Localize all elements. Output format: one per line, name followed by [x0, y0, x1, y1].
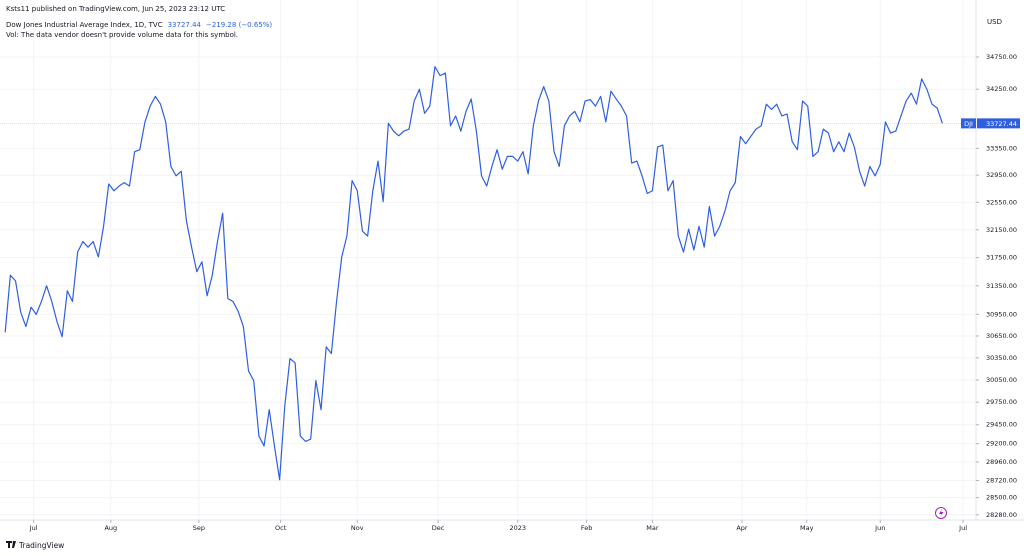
price-tag-value: 33727.44	[986, 120, 1017, 128]
icon-bolt	[939, 509, 944, 517]
last-price: 33727.44	[168, 21, 202, 29]
y-tick-label: 29450.00	[986, 421, 1017, 429]
x-tick-label: Aug	[104, 524, 117, 532]
volume-note: Vol: The data vendor doesn't provide vol…	[6, 31, 238, 39]
x-tick-label: Mar	[646, 524, 659, 532]
y-tick-label: 28500.00	[986, 494, 1017, 502]
y-tick-label: 30950.00	[986, 310, 1017, 318]
x-tick-label: Nov	[351, 524, 364, 532]
y-tick-label: 32550.00	[986, 198, 1017, 206]
brand-logo	[6, 541, 16, 548]
y-tick-label: 29750.00	[986, 398, 1017, 406]
y-tick-label: 29200.00	[986, 440, 1017, 448]
price-tag	[961, 118, 976, 129]
x-tick-label: 2023	[510, 524, 527, 532]
icon-circle	[935, 507, 947, 519]
y-tick-label: 34250.00	[986, 85, 1017, 93]
x-tick-label: Jun	[874, 524, 885, 532]
x-tick-label: May	[800, 524, 814, 532]
price-tag	[977, 118, 1020, 129]
y-tick-label: 30350.00	[986, 354, 1017, 362]
lightning-icon[interactable]	[935, 507, 947, 519]
y-tick-label: 34750.00	[986, 53, 1017, 61]
x-tick-label: Sep	[193, 524, 205, 532]
x-tick-label: Oct	[275, 524, 287, 532]
title: Dow Jones Industrial Average Index, 1D, …	[6, 21, 163, 29]
x-tick-label: Apr	[736, 524, 748, 532]
x-tick-label: Jul	[958, 524, 967, 532]
x-tick-label: Dec	[432, 524, 445, 532]
x-tick-label: Jul	[29, 524, 38, 532]
y-tick-label: 28960.00	[986, 458, 1017, 466]
chart-title: Dow Jones Industrial Average Index, 1D, …	[6, 21, 272, 29]
currency: USD	[987, 18, 1002, 26]
grid	[0, 0, 975, 520]
attribution: Ksts11 published on TradingView.com, Jun…	[6, 5, 225, 13]
change: −219.28 (−0.65%)	[206, 21, 272, 29]
y-tick-label: 31350.00	[986, 282, 1017, 290]
price-tag-name: DJI	[964, 120, 973, 128]
y-tick-label: 28720.00	[986, 477, 1017, 485]
y-tick-label: 28280.00	[986, 511, 1017, 519]
y-tick-label: 30050.00	[986, 376, 1017, 384]
y-tick-label: 30650.00	[986, 332, 1017, 340]
brand: TradingView	[18, 541, 64, 550]
y-tick-label: 31750.00	[986, 254, 1017, 262]
y-tick-label: 33350.00	[986, 144, 1017, 152]
price-line	[4, 66, 943, 481]
y-tick-label: 32950.00	[986, 171, 1017, 179]
x-tick-label: Feb	[581, 524, 593, 532]
y-tick-label: 32150.00	[986, 226, 1017, 234]
